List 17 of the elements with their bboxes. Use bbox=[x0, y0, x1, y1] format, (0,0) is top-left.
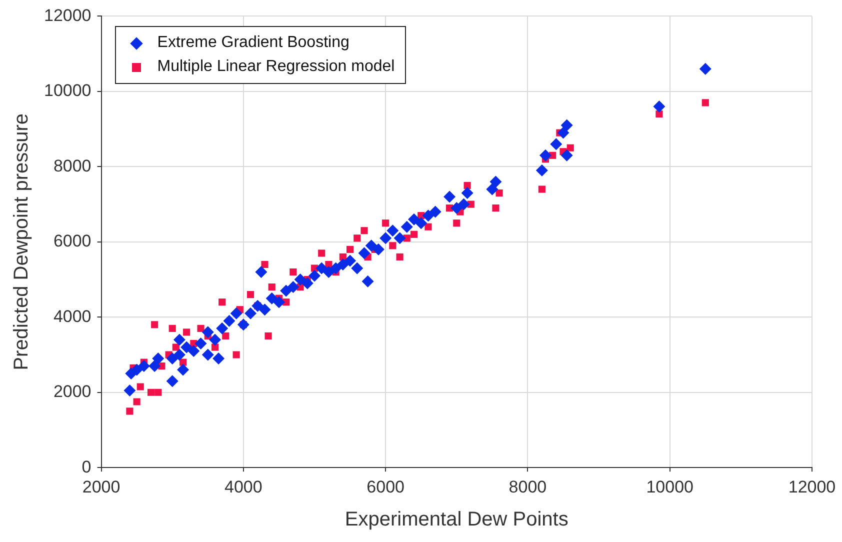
x-tick-label: 4000 bbox=[224, 477, 262, 496]
x-tick-label: 2000 bbox=[82, 477, 120, 496]
y-tick-label: 10000 bbox=[44, 81, 92, 100]
y-tick-label: 12000 bbox=[44, 6, 92, 25]
y-tick-label: 6000 bbox=[53, 232, 92, 251]
y-tick-label: 4000 bbox=[53, 306, 92, 326]
x-tick-label: 8000 bbox=[508, 477, 547, 496]
y-tick-label: 8000 bbox=[53, 156, 92, 176]
x-tick-label: 6000 bbox=[366, 477, 404, 496]
legend-label: Multiple Linear Regression model bbox=[157, 58, 395, 76]
x-tick-label: 12000 bbox=[788, 477, 836, 496]
y-tick-label: 0 bbox=[82, 457, 92, 476]
y-axis-title: Predicted Dewpoint pressure bbox=[10, 114, 33, 370]
legend-label: Extreme Gradient Boosting bbox=[157, 34, 350, 52]
x-tick-label: 10000 bbox=[646, 477, 694, 496]
y-tick-label: 2000 bbox=[53, 382, 92, 402]
x-axis-title: Experimental Dew Points bbox=[344, 508, 568, 531]
